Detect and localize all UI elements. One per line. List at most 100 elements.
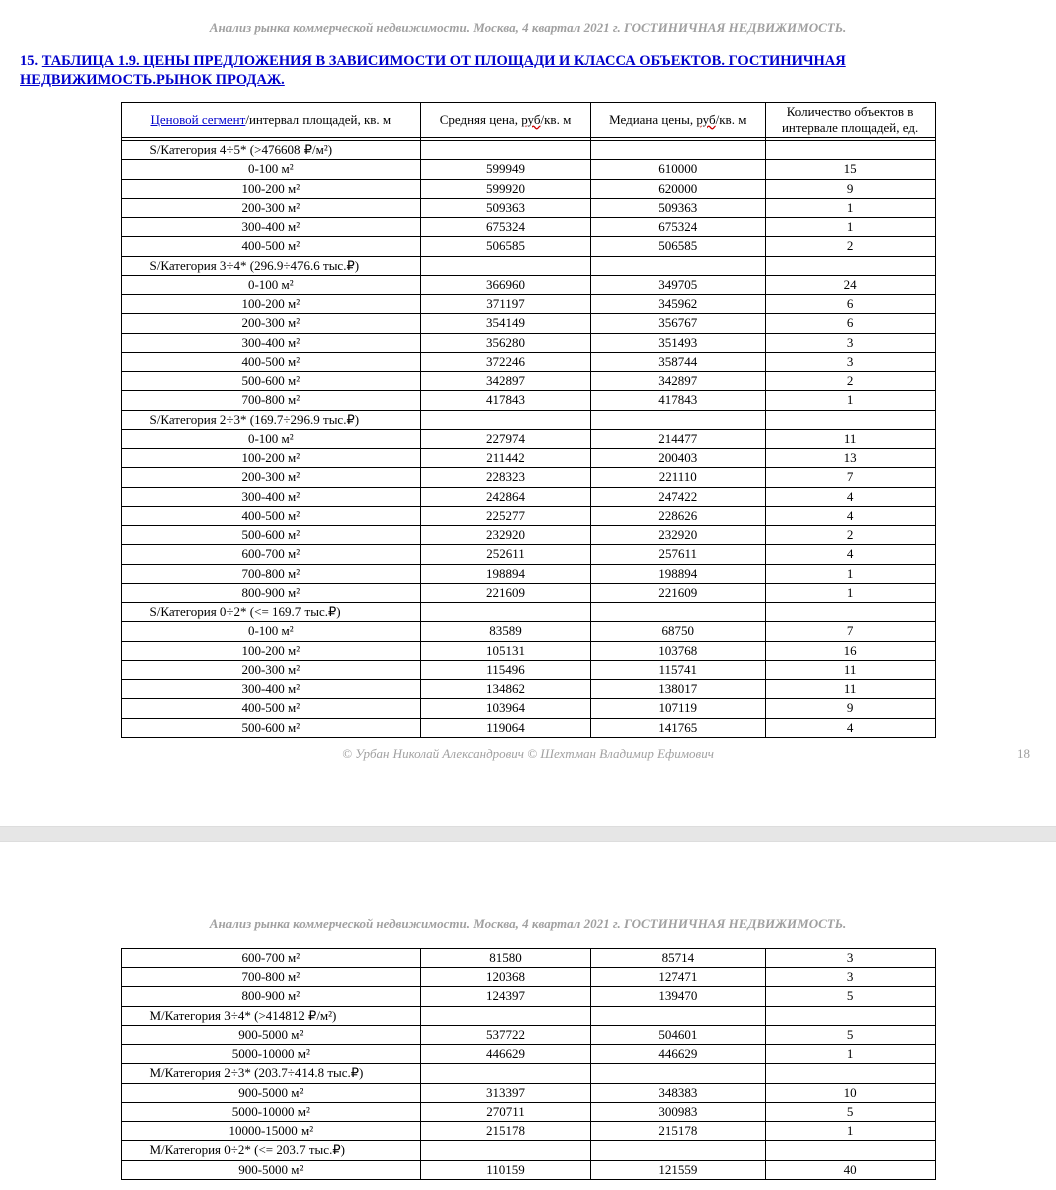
median-cell: 675324 xyxy=(590,218,765,237)
avg-cell: 232920 xyxy=(421,526,591,545)
count-cell: 11 xyxy=(765,429,935,448)
median-cell: 198894 xyxy=(590,564,765,583)
interval-cell: 500-600 м² xyxy=(121,526,421,545)
avg-cell: 242864 xyxy=(421,487,591,506)
median-cell: 509363 xyxy=(590,198,765,217)
table-row: 400-500 м²1039641071199 xyxy=(121,699,935,718)
interval-cell: 300-400 м² xyxy=(121,218,421,237)
table-row: 400-500 м²3722463587443 xyxy=(121,352,935,371)
table-row: 100-200 м²21144220040313 xyxy=(121,449,935,468)
count-cell xyxy=(765,410,935,429)
count-cell: 4 xyxy=(765,718,935,737)
table-row: 900-5000 м²11015912155940 xyxy=(121,1160,935,1179)
avg-cell: 371197 xyxy=(421,295,591,314)
interval-cell: 600-700 м² xyxy=(121,948,421,967)
count-cell: 4 xyxy=(765,506,935,525)
table-row: 100-200 м²10513110376816 xyxy=(121,641,935,660)
interval-cell: 0-100 м² xyxy=(121,275,421,294)
table-row: 200-300 м²3541493567676 xyxy=(121,314,935,333)
page-header-2: Анализ рынка коммерческой недвижимости. … xyxy=(20,916,1036,932)
table-row: 0-100 м²36696034970524 xyxy=(121,275,935,294)
avg-cell: 446629 xyxy=(421,1045,591,1064)
segment-link[interactable]: Ценовой сегмент xyxy=(150,112,245,127)
table-row: 600-700 м²81580857143 xyxy=(121,948,935,967)
avg-cell: 83589 xyxy=(421,622,591,641)
avg-cell: 313397 xyxy=(421,1083,591,1102)
median-cell: 221110 xyxy=(590,468,765,487)
avg-cell xyxy=(421,256,591,275)
table-row: S/Категория 4÷5* (>476608 ₽/м²) xyxy=(121,141,935,160)
page-header: Анализ рынка коммерческой недвижимости. … xyxy=(20,20,1036,36)
table-row: 400-500 м²5065855065852 xyxy=(121,237,935,256)
col-median-price: Медиана цены, руб/кв. м xyxy=(590,102,765,138)
count-cell xyxy=(765,1141,935,1160)
interval-cell: 700-800 м² xyxy=(121,968,421,987)
interval-cell: 800-900 м² xyxy=(121,987,421,1006)
table-row: S/Категория 0÷2* (<= 169.7 тыс.₽) xyxy=(121,603,935,622)
count-cell: 24 xyxy=(765,275,935,294)
table-row: 300-400 м²6753246753241 xyxy=(121,218,935,237)
table-row: 800-900 м²1243971394705 xyxy=(121,987,935,1006)
median-cell: 348383 xyxy=(590,1083,765,1102)
col-segment: Ценовой сегмент/интервал площадей, кв. м xyxy=(121,102,421,138)
avg-cell: 227974 xyxy=(421,429,591,448)
avg-cell: 81580 xyxy=(421,948,591,967)
median-cell: 215178 xyxy=(590,1122,765,1141)
section-number: 15. xyxy=(20,53,38,69)
avg-cell: 675324 xyxy=(421,218,591,237)
interval-cell: 600-700 м² xyxy=(121,545,421,564)
interval-cell: 500-600 м² xyxy=(121,718,421,737)
table-row: 900-5000 м²5377225046015 xyxy=(121,1025,935,1044)
interval-cell: 900-5000 м² xyxy=(121,1160,421,1179)
interval-cell: 0-100 м² xyxy=(121,160,421,179)
table-row: 0-100 м²59994961000015 xyxy=(121,160,935,179)
table-row: 700-800 м²4178434178431 xyxy=(121,391,935,410)
median-cell: 85714 xyxy=(590,948,765,967)
count-cell: 6 xyxy=(765,295,935,314)
median-cell: 141765 xyxy=(590,718,765,737)
median-cell xyxy=(590,1141,765,1160)
table-row: 200-300 м²2283232211107 xyxy=(121,468,935,487)
count-cell: 2 xyxy=(765,372,935,391)
table-row: S/Категория 3÷4* (296.9÷476.6 тыс.₽) xyxy=(121,256,935,275)
count-cell: 1 xyxy=(765,391,935,410)
interval-cell: 400-500 м² xyxy=(121,352,421,371)
table-row: 300-400 м²3562803514933 xyxy=(121,333,935,352)
table-row: S/Категория 2÷3* (169.7÷296.9 тыс.₽) xyxy=(121,410,935,429)
col-avg-price: Средняя цена, руб/кв. м xyxy=(421,102,591,138)
median-cell: 247422 xyxy=(590,487,765,506)
count-cell: 10 xyxy=(765,1083,935,1102)
table-row: M/Категория 2÷3* (203.7÷414.8 тыс.₽) xyxy=(121,1064,935,1083)
page-1: Анализ рынка коммерческой недвижимости. … xyxy=(0,0,1056,772)
count-cell: 5 xyxy=(765,1102,935,1121)
interval-cell: 5000-10000 м² xyxy=(121,1045,421,1064)
interval-cell: 900-5000 м² xyxy=(121,1025,421,1044)
avg-cell: 342897 xyxy=(421,372,591,391)
count-cell: 9 xyxy=(765,179,935,198)
median-cell: 228626 xyxy=(590,506,765,525)
table-row: 200-300 м²5093635093631 xyxy=(121,198,935,217)
section-title: 15. ТАБЛИЦА 1.9. ЦЕНЫ ПРЕДЛОЖЕНИЯ В ЗАВИ… xyxy=(20,52,1036,90)
interval-cell: 900-5000 м² xyxy=(121,1083,421,1102)
category-cell: S/Категория 2÷3* (169.7÷296.9 тыс.₽) xyxy=(121,410,421,429)
avg-cell: 599920 xyxy=(421,179,591,198)
table-row: 0-100 м²22797421447711 xyxy=(121,429,935,448)
count-cell: 13 xyxy=(765,449,935,468)
table-row: 5000-10000 м²2707113009835 xyxy=(121,1102,935,1121)
interval-cell: 100-200 м² xyxy=(121,179,421,198)
category-cell: S/Категория 4÷5* (>476608 ₽/м²) xyxy=(121,141,421,160)
median-cell xyxy=(590,256,765,275)
avg-cell: 228323 xyxy=(421,468,591,487)
median-cell: 342897 xyxy=(590,372,765,391)
interval-cell: 400-500 м² xyxy=(121,237,421,256)
interval-cell: 10000-15000 м² xyxy=(121,1122,421,1141)
page-2: Анализ рынка коммерческой недвижимости. … xyxy=(0,896,1056,1190)
avg-cell: 252611 xyxy=(421,545,591,564)
avg-cell xyxy=(421,1006,591,1025)
avg-cell: 270711 xyxy=(421,1102,591,1121)
avg-cell: 509363 xyxy=(421,198,591,217)
count-cell: 7 xyxy=(765,622,935,641)
footer-credits: © Урбан Николай Александрович © Шехтман … xyxy=(20,746,1036,762)
median-cell: 358744 xyxy=(590,352,765,371)
table-body-1: S/Категория 4÷5* (>476608 ₽/м²)0-100 м²5… xyxy=(121,141,935,738)
